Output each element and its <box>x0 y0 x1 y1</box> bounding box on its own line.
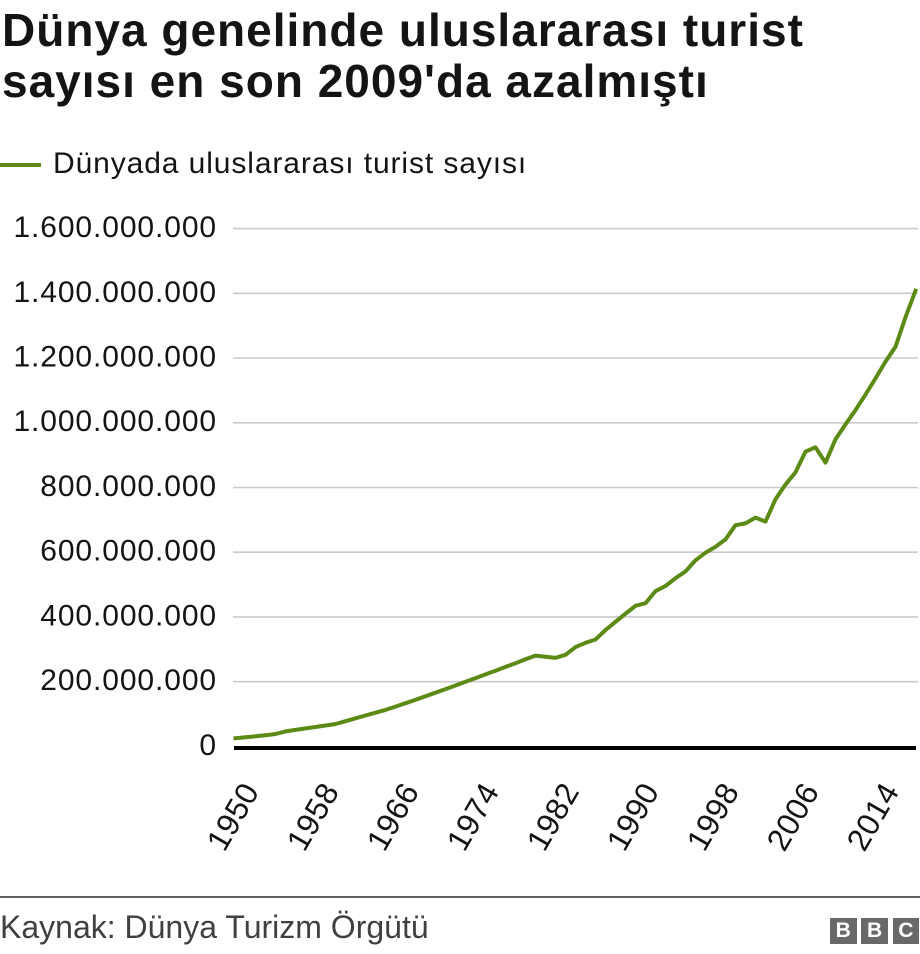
svg-text:2006: 2006 <box>759 776 826 856</box>
svg-text:1950: 1950 <box>199 776 266 856</box>
svg-text:1.000.000.000: 1.000.000.000 <box>13 405 217 438</box>
svg-text:1974: 1974 <box>439 776 506 856</box>
svg-text:1966: 1966 <box>359 776 426 856</box>
svg-text:1998: 1998 <box>679 776 746 856</box>
svg-text:1982: 1982 <box>519 776 586 856</box>
svg-text:400.000.000: 400.000.000 <box>40 599 217 632</box>
svg-text:600.000.000: 600.000.000 <box>40 535 217 568</box>
svg-text:1.600.000.000: 1.600.000.000 <box>13 211 217 244</box>
svg-text:200.000.000: 200.000.000 <box>40 664 217 697</box>
svg-text:0: 0 <box>199 729 217 762</box>
svg-text:800.000.000: 800.000.000 <box>40 470 217 503</box>
svg-text:1.200.000.000: 1.200.000.000 <box>13 341 217 374</box>
svg-text:1.400.000.000: 1.400.000.000 <box>13 276 217 309</box>
svg-text:1990: 1990 <box>599 776 666 856</box>
svg-text:2014: 2014 <box>839 776 906 856</box>
svg-text:1958: 1958 <box>279 776 346 856</box>
